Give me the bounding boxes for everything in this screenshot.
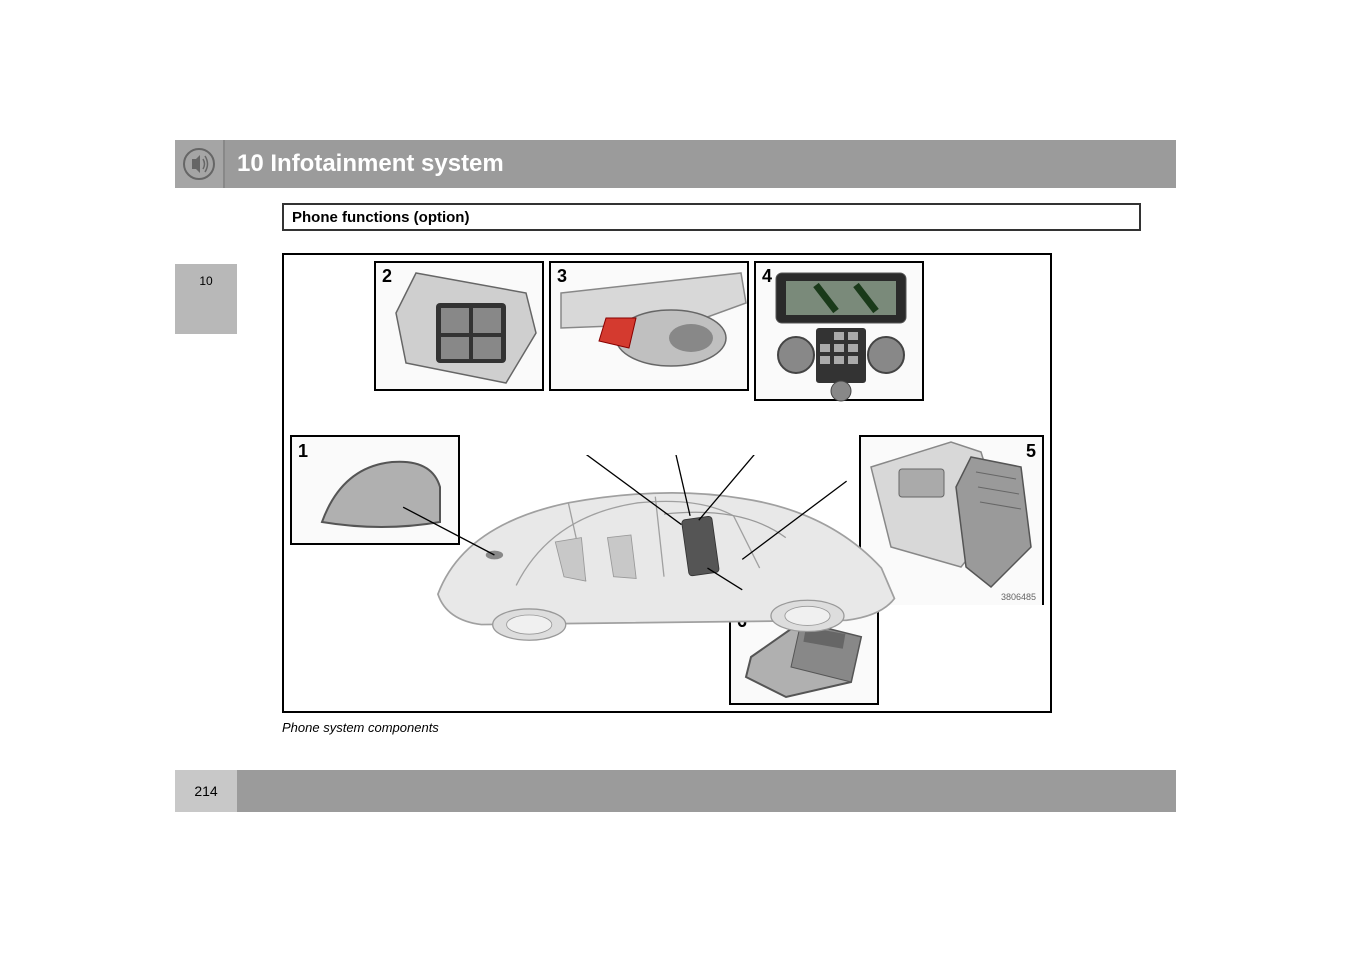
car-cutaway-diagram <box>374 455 954 655</box>
section-title: Phone functions (option) <box>292 209 469 226</box>
chapter-header-bar: 10 Infotainment system <box>175 140 1176 188</box>
callout-label-2: 2 <box>382 266 392 287</box>
callout-label-3: 3 <box>557 266 567 287</box>
chapter-icon-box <box>175 140 225 188</box>
figure-caption: Phone system components <box>282 720 439 735</box>
callout-box-3 <box>549 261 749 391</box>
speaker-icon <box>182 147 216 181</box>
callout-label-5: 5 <box>1026 441 1036 462</box>
sidebar-chapter-tab: 10 <box>175 264 237 334</box>
callout-box-2 <box>374 261 544 391</box>
image-ref-text: 3806485 <box>1001 592 1036 602</box>
callout-label-1: 1 <box>298 441 308 462</box>
chapter-title: 10 Infotainment system <box>225 150 504 178</box>
manual-page: 10 Infotainment system Phone functions (… <box>0 0 1351 954</box>
figure-phone-components: 1 2 3 <box>282 253 1052 713</box>
callout-label-4: 4 <box>762 266 772 287</box>
page-number-box: 214 <box>175 770 237 812</box>
footer-bar <box>175 770 1176 812</box>
callout-box-4 <box>754 261 924 401</box>
page-number: 214 <box>194 783 217 799</box>
sidebar-chapter-number: 10 <box>199 274 212 288</box>
section-title-box: Phone functions (option) <box>282 203 1141 231</box>
